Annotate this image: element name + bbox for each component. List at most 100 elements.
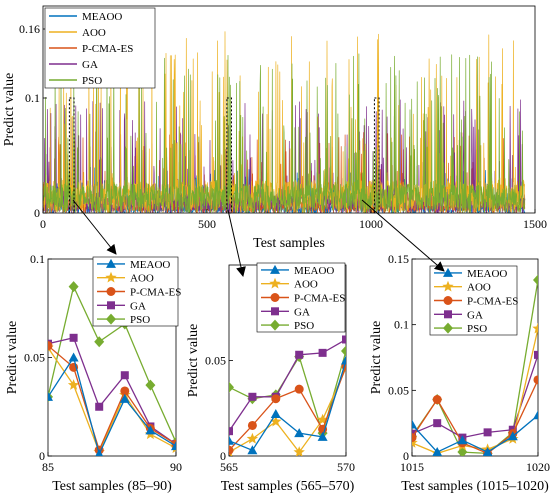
x-axis-label: Test samples (85–90): [52, 479, 172, 494]
legend-entry: GA: [294, 306, 310, 318]
data-point-triangle: [270, 264, 280, 274]
data-point-square: [534, 350, 538, 359]
y-axis-label: Predict value: [2, 73, 17, 146]
data-point-star: [269, 277, 281, 289]
series-line: [229, 367, 346, 454]
x-tick-label: 565: [220, 460, 238, 474]
data-point-square: [271, 307, 279, 316]
zoom-arrow: [227, 209, 246, 277]
legend-entry: MEAOO: [82, 11, 122, 23]
y-tick-label: 0.15: [388, 252, 409, 266]
series-line: [229, 365, 346, 451]
zoom2-chart: 565 570 0 0.05 Test samples (565–570) Predict…: [186, 262, 355, 494]
data-point-star: [532, 322, 538, 334]
plot-area: [48, 281, 176, 456]
y-tick-label: 0: [34, 206, 40, 220]
data-point-triangle: [443, 267, 453, 277]
data-point-star: [270, 415, 282, 427]
y-tick-label: 0.05: [24, 351, 45, 365]
y-tick-label: 0: [39, 449, 45, 463]
data-point-diamond: [270, 319, 280, 331]
legend-entry: MEAOO: [467, 268, 507, 280]
data-point-diamond: [229, 381, 234, 393]
data-point-circle: [443, 296, 453, 305]
data-point-star: [412, 436, 418, 448]
data-point-circle: [229, 445, 234, 455]
x-axis-label: Test samples (565–570): [221, 479, 355, 494]
y-tick-label: 0.1: [394, 318, 409, 332]
y-tick-label: 0.1: [30, 252, 45, 266]
data-point-triangle: [507, 431, 518, 441]
y-tick-label: 0.16: [19, 22, 40, 36]
y-tick-label: 0: [403, 449, 409, 463]
legend-entry: AOO: [294, 279, 318, 291]
legend-entry: AOO: [467, 282, 491, 294]
data-point-square: [248, 392, 257, 401]
series-line: [229, 360, 346, 452]
series-p-cma-es: [48, 341, 176, 455]
data-point-triangle: [317, 431, 328, 441]
x-tick-label: 1020: [526, 460, 550, 474]
data-point-triangle: [48, 391, 53, 401]
legend-entry: PSO: [467, 323, 487, 335]
data-point-square: [444, 310, 452, 319]
legend-entry: P-CMA-ES: [82, 43, 133, 55]
data-point-triangle: [412, 419, 417, 429]
data-point-circle: [294, 384, 304, 394]
legend-entry: PSO: [82, 75, 102, 87]
data-point-triangle: [68, 352, 79, 362]
legend-entry: GA: [467, 309, 483, 321]
y-tick-label: 0.05: [388, 383, 409, 397]
data-point-circle: [247, 420, 257, 430]
data-point-diamond: [145, 379, 156, 391]
series-line: [48, 337, 176, 445]
legend-entry: AOO: [82, 27, 106, 39]
series-meaoo: [48, 352, 176, 456]
x-tick-label: 90: [170, 460, 182, 474]
zoom-arrows: [72, 199, 445, 277]
data-point-diamond: [68, 281, 79, 293]
zoom-arrow: [72, 199, 117, 255]
data-point-square: [342, 335, 346, 344]
series-pso: [229, 345, 346, 439]
data-point-square: [295, 350, 304, 359]
data-point-square: [433, 419, 442, 428]
data-point-diamond: [443, 322, 453, 334]
data-point-triangle: [341, 355, 346, 365]
data-point-triangle: [533, 410, 538, 420]
data-point-triangle: [294, 428, 305, 438]
legend-entry: GA: [130, 300, 146, 312]
data-point-square: [318, 348, 327, 357]
data-point-diamond: [341, 345, 346, 357]
series-line: [48, 347, 176, 454]
series-line-pso: [42, 53, 526, 214]
data-point-triangle: [145, 425, 156, 435]
data-point-square: [120, 371, 129, 380]
data-point-diamond: [533, 274, 538, 286]
data-point-diamond: [457, 446, 468, 456]
data-point-star: [442, 280, 454, 292]
data-point-triangle: [457, 435, 468, 445]
series-ga: [229, 335, 346, 436]
data-point-circle: [120, 386, 130, 396]
legend-entry: P-CMA-ES: [294, 293, 345, 305]
zoom3-chart: 1015 1020 0 0.05 0.1 0.15 Test samples (1015–1…: [369, 252, 550, 494]
data-point-square: [69, 333, 78, 342]
x-tick-label: 1015: [400, 460, 424, 474]
data-point-square: [483, 428, 492, 437]
series-line: [412, 414, 538, 453]
plot-area: [42, 30, 526, 214]
legend-entry: MEAOO: [294, 265, 334, 277]
data-point-circle: [270, 293, 280, 302]
data-point-triangle: [432, 447, 443, 456]
legend-entry: GA: [82, 59, 98, 71]
data-point-triangle: [119, 393, 130, 403]
main-chart: 0 500 1000 1500 0 0.1 0.16 Test samples Predict …: [2, 5, 547, 251]
data-point-diamond: [94, 336, 105, 348]
x-tick-label: 0: [40, 217, 46, 231]
x-tick-label: 1500: [523, 217, 547, 231]
y-axis-label: Predict value: [5, 321, 20, 394]
plot-frame: [42, 5, 536, 214]
series-line: [48, 284, 176, 443]
